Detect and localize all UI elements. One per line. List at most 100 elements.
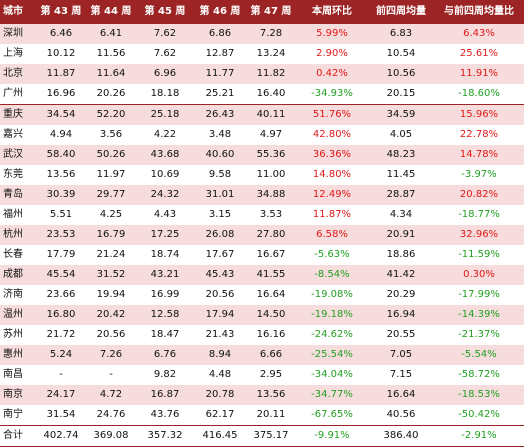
table-row: 重庆 34.54 52.20 25.18 26.43 40.11 51.76% 34.59 15… — [0, 104, 524, 125]
table-row: 济南 23.66 19.94 16.99 20.56 16.64 -19.08% 20.29-… — [0, 285, 524, 305]
cell-city: 青岛 — [0, 185, 36, 205]
header-week-45: 第 45 周 — [136, 0, 194, 24]
cell-week-46: 25.21 — [194, 84, 246, 105]
cell-week-43: 31.54 — [36, 405, 86, 426]
cell-week-46: 8.94 — [194, 345, 246, 365]
cell-city: 武汉 — [0, 145, 36, 165]
cell-week-over-week: 6.58% — [296, 225, 368, 245]
cell-week-45: 10.69 — [136, 165, 194, 185]
cell-week-44: 11.56 — [86, 44, 136, 64]
cell-week-43: - — [36, 365, 86, 385]
cell-week-over-week: -19.08% — [296, 285, 368, 305]
table-row: 南昌 - -9.82 4.48 2.95 -34.04% 7.15 -58.72% — [0, 365, 524, 385]
cell-week-45: 12.58 — [136, 305, 194, 325]
cell-four-week-average: 4.05 — [368, 125, 434, 145]
cell-city: 苏州 — [0, 325, 36, 345]
cell-week-47: 20.11 — [246, 405, 296, 426]
cell-city: 长春 — [0, 245, 36, 265]
cell-week-47: 16.16 — [246, 325, 296, 345]
cell-week-47: 11.00 — [246, 165, 296, 185]
cell-week-44: 11.64 — [86, 64, 136, 84]
cell-four-week-average: 40.56 — [368, 405, 434, 426]
cell-four-week-average: 20.55 — [368, 325, 434, 345]
cell-week-over-week: -34.04% — [296, 365, 368, 385]
cell-city: 惠州 — [0, 345, 36, 365]
cell-week-46: 20.56 — [194, 285, 246, 305]
cell-week-over-week: 14.80% — [296, 165, 368, 185]
cell-city: 南京 — [0, 385, 36, 405]
cell-week-43: 45.54 — [36, 265, 86, 285]
cell-city: 合计 — [0, 425, 36, 447]
header-row: 城市 第 43 周 第 44 周 第 45 周 第 46 周 第 47 周 本周… — [0, 0, 524, 24]
cell-week-46: 26.08 — [194, 225, 246, 245]
cell-four-week-average: 28.87 — [368, 185, 434, 205]
cell-week-47: 13.56 — [246, 385, 296, 405]
table-body: 深圳 6.46 6.41 7.62 6.86 7.28 5.99% 6.83 6.43% 上海 10… — [0, 24, 524, 447]
cell-week-43: 5.51 — [36, 205, 86, 225]
cell-week-over-week: 36.36% — [296, 145, 368, 165]
cell-week-over-week: 11.87% — [296, 205, 368, 225]
cell-week-47: 27.80 — [246, 225, 296, 245]
cell-week-over-week: -9.91% — [296, 425, 368, 447]
cell-week-47: 16.64 — [246, 285, 296, 305]
cell-week-over-week: -19.18% — [296, 305, 368, 325]
cell-week-46: 40.60 — [194, 145, 246, 165]
cell-week-43: 23.66 — [36, 285, 86, 305]
cell-week-43: 10.12 — [36, 44, 86, 64]
cell-vs-four-week-average: -2.91% — [434, 425, 524, 447]
cell-week-44: 31.52 — [86, 265, 136, 285]
cell-week-45: 357.32 — [136, 425, 194, 447]
cell-four-week-average: 41.42 — [368, 265, 434, 285]
cell-week-over-week: -25.54% — [296, 345, 368, 365]
cell-week-over-week: -8.54% — [296, 265, 368, 285]
total-row: 合计 402.74 369.08 357.32 416.45 375.17 -9.91% 38… — [0, 425, 524, 447]
cell-week-47: 3.53 — [246, 205, 296, 225]
cell-city: 北京 — [0, 64, 36, 84]
cell-week-43: 23.53 — [36, 225, 86, 245]
cell-four-week-average: 7.15 — [368, 365, 434, 385]
cell-four-week-average: 16.94 — [368, 305, 434, 325]
cell-week-43: 21.72 — [36, 325, 86, 345]
cell-vs-four-week-average: 15.96% — [434, 104, 524, 125]
cell-four-week-average: 10.56 — [368, 64, 434, 84]
cell-four-week-average: 386.40 — [368, 425, 434, 447]
cell-week-45: 4.22 — [136, 125, 194, 145]
header-week-43: 第 43 周 — [36, 0, 86, 24]
cell-week-over-week: -34.77% — [296, 385, 368, 405]
cell-week-46: 21.43 — [194, 325, 246, 345]
cell-vs-four-week-average: -50.42% — [434, 405, 524, 426]
cell-week-47: 2.95 — [246, 365, 296, 385]
cell-four-week-average: 6.83 — [368, 24, 434, 44]
cell-week-43: 24.17 — [36, 385, 86, 405]
cell-week-46: 4.48 — [194, 365, 246, 385]
cell-week-over-week: 12.49% — [296, 185, 368, 205]
cell-week-47: 6.66 — [246, 345, 296, 365]
cell-week-44: - — [86, 365, 136, 385]
cell-city: 嘉兴 — [0, 125, 36, 145]
cell-city: 深圳 — [0, 24, 36, 44]
cell-city: 东莞 — [0, 165, 36, 185]
cell-four-week-average: 34.59 — [368, 104, 434, 125]
table-row: 深圳 6.46 6.41 7.62 6.86 7.28 5.99% 6.83 6.43% — [0, 24, 524, 44]
cell-week-45: 16.99 — [136, 285, 194, 305]
cell-week-over-week: 51.76% — [296, 104, 368, 125]
cell-vs-four-week-average: -18.53% — [434, 385, 524, 405]
table-row: 福州 5.51 4.25 4.43 3.15 3.53 11.87% 4.34 -18.77% — [0, 205, 524, 225]
cell-vs-four-week-average: 6.43% — [434, 24, 524, 44]
cell-week-47: 7.28 — [246, 24, 296, 44]
cell-week-44: 6.41 — [86, 24, 136, 44]
cell-week-44: 16.79 — [86, 225, 136, 245]
header-vs-four-week-average: 与前四周均量比 — [434, 0, 524, 24]
cell-vs-four-week-average: -21.37% — [434, 325, 524, 345]
cell-week-45: 18.18 — [136, 84, 194, 105]
cell-week-46: 6.86 — [194, 24, 246, 44]
cell-week-47: 16.67 — [246, 245, 296, 265]
cell-vs-four-week-average: -3.97% — [434, 165, 524, 185]
table-row: 杭州 23.53 16.79 17.25 26.08 27.80 6.58% 20.91 32.… — [0, 225, 524, 245]
cell-vs-four-week-average: -18.77% — [434, 205, 524, 225]
cell-week-46: 31.01 — [194, 185, 246, 205]
cell-week-47: 14.50 — [246, 305, 296, 325]
cell-week-over-week: 5.99% — [296, 24, 368, 44]
cell-four-week-average: 11.45 — [368, 165, 434, 185]
cell-week-45: 9.82 — [136, 365, 194, 385]
